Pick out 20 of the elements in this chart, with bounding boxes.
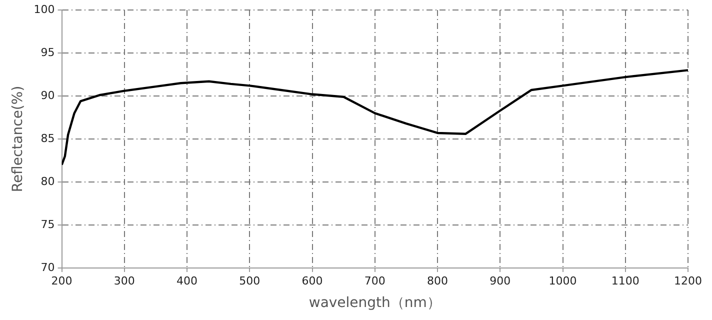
- x-tick-label: 1200: [674, 274, 702, 288]
- x-tick-label: 600: [302, 274, 323, 288]
- y-tick-label: 70: [40, 260, 55, 274]
- x-tick-label: 800: [427, 274, 448, 288]
- y-tick-label: 95: [40, 46, 55, 59]
- y-tick-label: 85: [40, 132, 55, 145]
- x-tick-label: 300: [114, 274, 135, 288]
- y-tick-label: 75: [40, 218, 55, 231]
- x-tick-label: 1000: [548, 274, 577, 288]
- x-axis-title: wavelength（nm）: [308, 295, 441, 312]
- x-tick-label: 400: [176, 274, 198, 288]
- x-tick-label: 200: [51, 274, 72, 288]
- x-tick-label: 500: [239, 274, 260, 288]
- y-axis-title: Reflectance(%): [10, 86, 26, 192]
- y-tick-label: 100: [34, 2, 55, 16]
- y-tick-label: 90: [40, 88, 55, 102]
- x-tick-label: 1100: [611, 274, 640, 288]
- y-tick-label: 80: [40, 174, 55, 188]
- x-tick-label: 700: [364, 274, 386, 288]
- x-tick-label: 900: [490, 274, 511, 288]
